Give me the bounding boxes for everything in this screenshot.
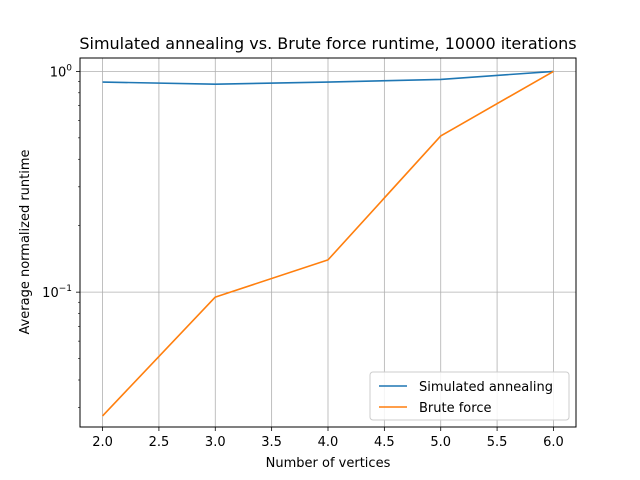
x-axis-label: Number of vertices	[266, 456, 391, 471]
x-tick-label: 6.0	[543, 435, 564, 450]
series-line-1	[102, 70, 554, 86]
legend-label: Simulated annealing	[419, 380, 553, 395]
grid	[80, 58, 576, 427]
x-tick-label: 4.5	[374, 435, 395, 450]
series-lines	[101, 70, 554, 417]
legend-box	[369, 371, 570, 421]
x-tick-label: 3.5	[261, 435, 282, 450]
y-tick-label: 10−1	[42, 284, 72, 301]
legend: Simulated annealing Brute force	[369, 371, 570, 421]
y-axis-label: Average normalized runtime	[18, 149, 33, 334]
series-line-2	[101, 70, 554, 417]
y-tick-label: 100	[50, 63, 73, 80]
legend-label: Brute force	[419, 401, 491, 416]
y-axis: 10−1 100	[42, 63, 80, 408]
x-tick-label: 2.0	[92, 435, 113, 450]
x-tick-label: 5.0	[430, 435, 451, 450]
x-tick-label: 3.0	[205, 435, 226, 450]
x-axis: 2.0 2.5 3.0 3.5 4.0 4.5 5.0 5.5 6.0	[92, 427, 564, 450]
x-tick-label: 5.5	[487, 435, 508, 450]
chart-title: Simulated annealing vs. Brute force runt…	[79, 34, 576, 53]
x-tick-label: 2.5	[149, 435, 170, 450]
x-tick-label: 4.0	[318, 435, 339, 450]
